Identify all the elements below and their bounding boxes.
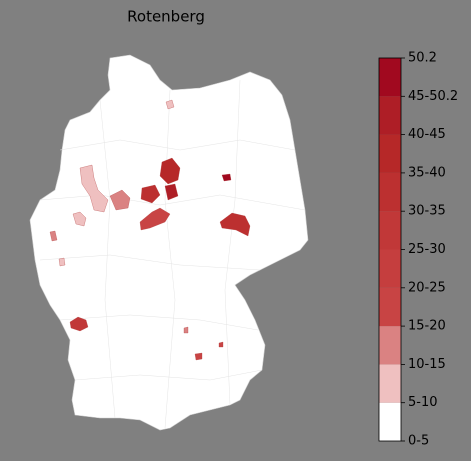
colorbar-segment [379,211,401,250]
map-title: Rotenberg [127,8,205,26]
colorbar-label: 0-5 [408,434,429,449]
germany-map [29,54,309,431]
colorbar-label: 25-30 [408,242,446,257]
district [221,173,232,182]
shaded-districts [49,99,251,361]
district [109,189,131,211]
district [72,211,87,227]
district [49,230,58,242]
district [218,341,224,348]
district [194,352,203,361]
district [159,157,181,185]
colorbar-label: 30-35 [408,204,446,219]
district [79,164,109,213]
colorbar-label: 40-45 [408,127,446,142]
district [165,99,175,110]
colorbar-label: 5-10 [408,395,438,410]
district [139,207,171,231]
colorbar-segment [379,249,401,288]
district [58,257,66,267]
colorbar-segment [379,402,401,441]
colorbar-label: 45-50.2 [408,89,458,104]
colorbar-segment [379,58,401,97]
colorbar: 0-5 5-10 10-15 15-20 20-25 25-30 30-35 35-40 40-… [378,51,458,449]
colorbar-segment [379,326,401,365]
colorbar-label: 35-40 [408,165,446,180]
colorbar-label: 50.2 [408,51,437,66]
colorbar-segment [379,287,401,327]
colorbar-segment [379,96,401,135]
district [140,184,161,204]
colorbar-segment [379,364,401,403]
district-borders [39,79,306,429]
district [183,326,189,334]
colorbar-label: 15-20 [408,319,446,334]
colorbar-label: 10-15 [408,357,446,372]
district [219,212,251,237]
colorbar-segment [379,134,401,173]
district [69,316,89,332]
colorbar-segment [379,172,401,212]
colorbar-label: 20-25 [408,280,446,295]
district [164,183,179,201]
